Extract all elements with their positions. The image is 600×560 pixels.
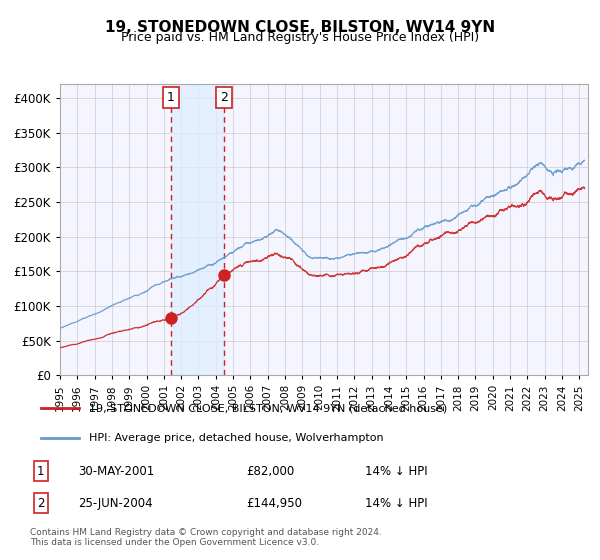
Text: HPI: Average price, detached house, Wolverhampton: HPI: Average price, detached house, Wolv… (89, 432, 384, 442)
Text: 30-MAY-2001: 30-MAY-2001 (79, 465, 155, 478)
Text: 19, STONEDOWN CLOSE, BILSTON, WV14 9YN: 19, STONEDOWN CLOSE, BILSTON, WV14 9YN (105, 20, 495, 35)
Text: 14% ↓ HPI: 14% ↓ HPI (365, 497, 427, 510)
Text: 1: 1 (167, 91, 175, 104)
Text: 25-JUN-2004: 25-JUN-2004 (79, 497, 153, 510)
Bar (171, 84, 224, 375)
Text: 19, STONEDOWN CLOSE, BILSTON, WV14 9YN (detached house): 19, STONEDOWN CLOSE, BILSTON, WV14 9YN (… (89, 403, 448, 413)
Text: 2: 2 (37, 497, 44, 510)
Text: Price paid vs. HM Land Registry's House Price Index (HPI): Price paid vs. HM Land Registry's House … (121, 31, 479, 44)
Text: £82,000: £82,000 (246, 465, 294, 478)
Text: 1: 1 (37, 465, 44, 478)
Text: Contains HM Land Registry data © Crown copyright and database right 2024.
This d: Contains HM Land Registry data © Crown c… (30, 528, 382, 547)
Text: 14% ↓ HPI: 14% ↓ HPI (365, 465, 427, 478)
Text: £144,950: £144,950 (246, 497, 302, 510)
Text: 2: 2 (220, 91, 228, 104)
